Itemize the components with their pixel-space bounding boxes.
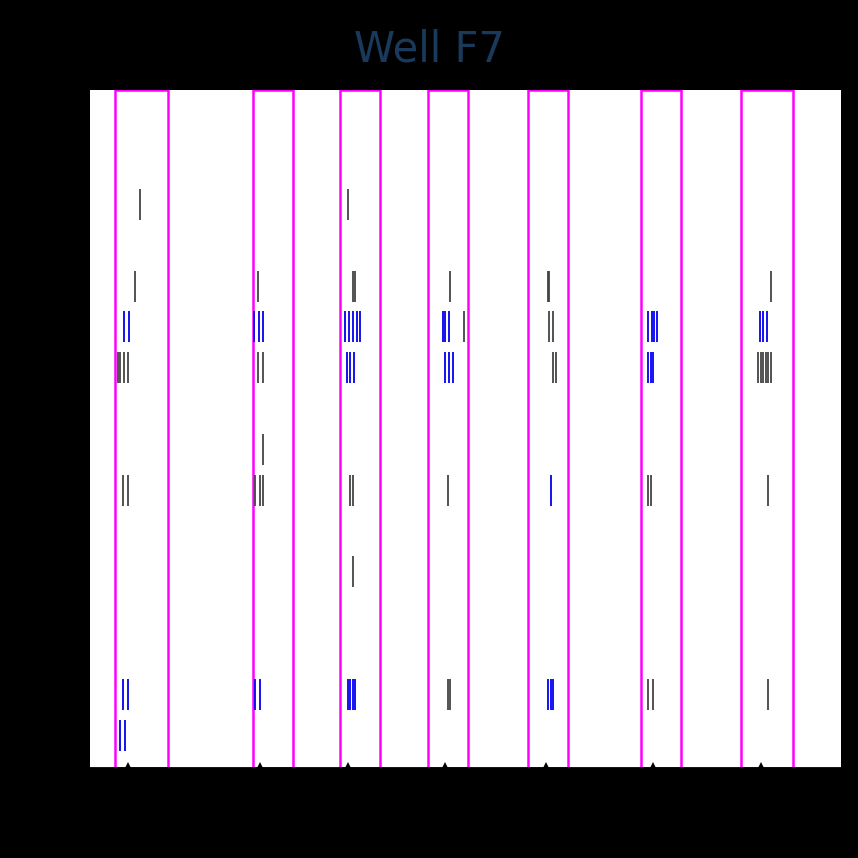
Bar	[740, 90, 794, 768]
Text: Well F7: Well F7	[353, 28, 505, 70]
Bar	[341, 90, 380, 768]
Bar	[253, 90, 293, 768]
X-axis label: Time (sec): Time (sec)	[418, 806, 513, 824]
Bar	[115, 90, 167, 768]
Bar	[428, 90, 468, 768]
Bar	[528, 90, 568, 768]
Bar	[641, 90, 680, 768]
